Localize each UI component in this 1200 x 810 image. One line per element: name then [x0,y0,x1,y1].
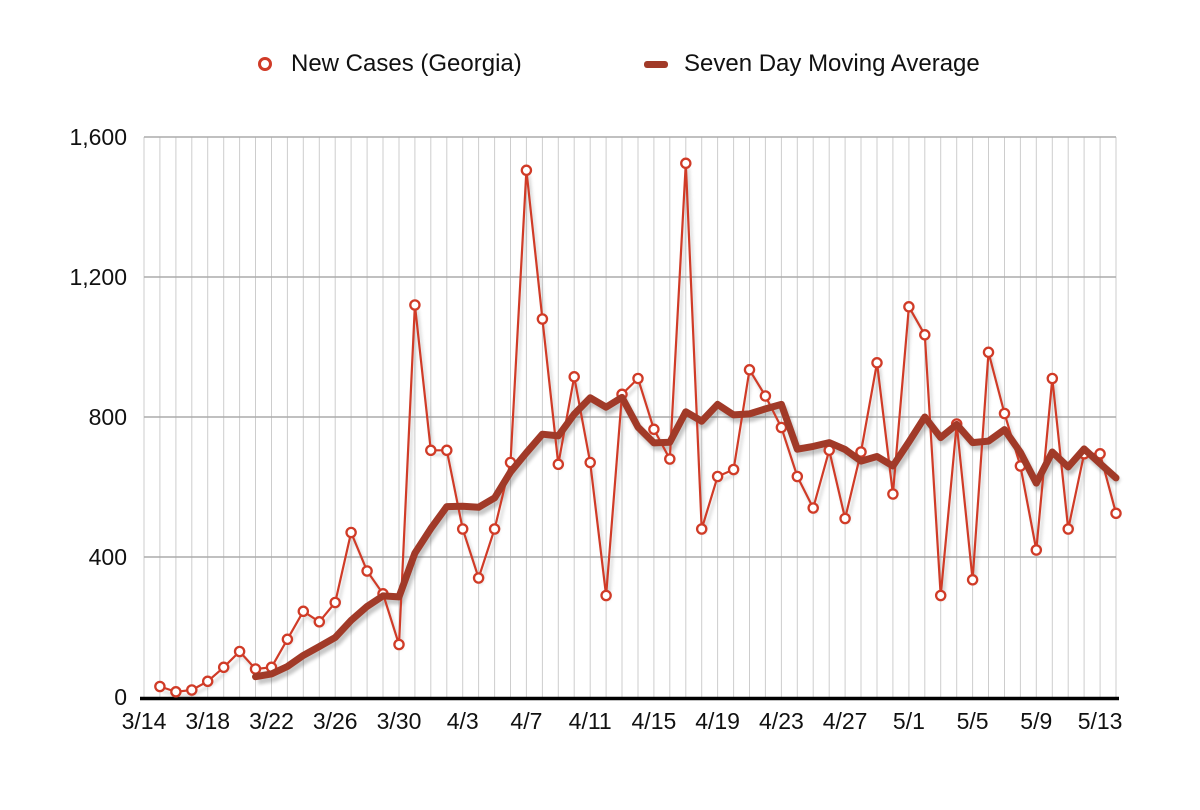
data-point-marker [233,645,246,658]
legend-label-moving-average: Seven Day Moving Average [684,50,980,77]
data-point-marker [855,446,867,458]
legend-item-moving-average: Seven Day Moving Average [644,50,980,78]
data-point-marker [982,346,995,359]
x-tick-label: 3/26 [313,708,358,734]
data-point-marker [313,616,326,628]
data-point-marker [807,502,819,514]
data-point-marker [1046,372,1059,385]
data-point-marker [170,686,182,698]
data-point-marker [1110,507,1122,520]
thick-line-marker-icon [644,60,668,68]
x-axis-labels: 3/14 3/18 3/22 3/26 3/30 4/3 4/7 4/11 4/15 4/19 4/… [122,708,1123,734]
x-tick-label: 3/14 [122,708,167,734]
data-point-marker [552,458,565,471]
open-circle-marker-icon [258,57,272,71]
data-point-marker [472,572,485,584]
data-point-marker [648,423,660,436]
data-point-marker [1062,523,1074,535]
data-point-marker [201,675,214,688]
y-tick-label: 400 [89,544,127,570]
data-point-marker [711,470,724,483]
y-tick-label: 1,600 [69,124,127,150]
data-point-marker [775,421,788,434]
x-tick-label: 4/3 [447,708,479,734]
data-point-marker [441,444,453,457]
data-point-marker [998,407,1011,420]
x-tick-label: 5/1 [893,708,925,734]
data-point-marker [154,680,166,693]
data-point-marker [409,299,421,311]
x-tick-label: 4/7 [510,708,542,734]
data-point-marker [329,596,341,609]
data-point-marker [1030,544,1043,556]
x-tick-label: 3/30 [377,708,422,734]
data-point-marker [600,589,612,602]
data-point-marker [488,523,501,535]
data-point-marker [934,589,947,602]
data-point-marker [249,663,262,675]
data-point-marker [536,313,549,325]
legend-item-new-cases: New Cases (Georgia) [255,50,522,78]
data-point-marker [727,463,740,476]
data-point-marker [456,523,469,535]
data-point-marker [743,364,756,376]
moving-average-line [252,393,1120,681]
data-point-marker [1094,448,1106,460]
data-point-marker [217,661,230,674]
x-tick-label: 5/5 [957,708,989,734]
y-tick-label: 800 [89,404,127,430]
data-point-marker [361,565,373,577]
data-point-marker [759,390,772,402]
x-tick-label: 3/18 [185,708,230,734]
y-tick-label: 0 [114,684,127,710]
x-tick-label: 4/27 [823,708,868,734]
x-tick-label: 4/23 [759,708,804,734]
x-tick-label: 5/13 [1078,708,1123,734]
data-point-marker [425,444,437,457]
x-tick-label: 5/9 [1020,708,1052,734]
x-tick-label: 4/19 [695,708,740,734]
data-point-marker [791,470,804,483]
data-point-marker [568,371,580,383]
y-axis-labels: 0 400 800 1,200 1,600 [69,124,127,710]
data-point-marker [919,329,931,341]
legend-label-new-cases: New Cases (Georgia) [291,50,522,77]
data-point-marker [632,372,644,385]
x-tick-label: 4/15 [632,708,677,734]
data-point-marker [297,605,310,618]
x-tick-label: 3/22 [249,708,294,734]
data-point-marker [871,357,883,369]
data-point-marker [966,574,979,586]
data-point-marker [695,523,708,535]
data-point-marker [584,456,596,469]
y-tick-label: 1,200 [69,264,127,290]
data-point-marker [839,512,851,525]
data-point-marker [281,633,294,646]
x-tick-label: 4/11 [569,708,612,734]
data-point-marker [664,453,676,465]
data-point-marker [887,488,899,500]
data-point-marker [393,638,405,651]
data-point-marker [680,157,692,170]
data-point-marker [520,164,533,177]
data-point-marker [186,684,198,696]
data-point-marker [903,301,915,313]
data-point-marker [345,526,357,539]
